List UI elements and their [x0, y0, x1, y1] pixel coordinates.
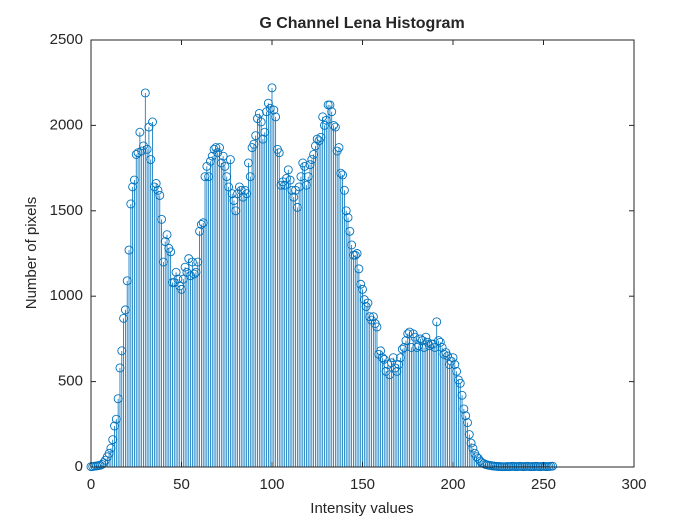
stem-marker: [468, 443, 478, 453]
stem-marker: [153, 185, 163, 195]
stem-marker: [336, 168, 346, 178]
stem-marker: [347, 240, 357, 250]
x-tick-label: 200: [440, 476, 465, 493]
stem-marker: [377, 353, 387, 363]
stem-marker: [388, 353, 398, 363]
y-tick-label: 0: [75, 458, 83, 475]
y-tick-label: 2500: [50, 31, 83, 48]
x-tick-label: 250: [531, 476, 556, 493]
stem-marker: [271, 112, 281, 122]
y-axis-label: Number of pixels: [23, 197, 40, 310]
stem-marker: [452, 366, 462, 376]
stem-marker: [140, 88, 150, 98]
stem-marker: [338, 170, 348, 180]
stem-marker: [343, 213, 353, 223]
stem-marker: [345, 226, 355, 236]
stem-marker: [350, 250, 360, 260]
stem-marker: [160, 237, 170, 246]
stem-marker: [330, 122, 340, 132]
stem-marker: [256, 117, 266, 127]
stem-marker: [410, 332, 420, 342]
stem-marker: [269, 105, 279, 115]
stem-marker: [434, 336, 443, 346]
stem-marker: [220, 161, 230, 171]
stem-marker: [274, 148, 284, 158]
stem-marker: [354, 264, 364, 274]
chart-title: G Channel Lena Histogram: [259, 15, 464, 32]
x-tick-label: 0: [87, 476, 95, 493]
stem-marker: [368, 312, 378, 322]
stem-marker: [325, 100, 335, 110]
stem-marker: [352, 249, 362, 258]
x-axis-label: Intensity values: [310, 500, 413, 517]
stem-marker: [135, 127, 145, 137]
y-tick-label: 1500: [50, 202, 83, 219]
stem-marker: [285, 175, 295, 185]
stem-marker: [142, 144, 152, 154]
stem-marker: [173, 274, 183, 284]
stem-marker: [450, 360, 460, 369]
stem-marker: [548, 461, 557, 471]
stem-marker: [339, 185, 349, 195]
x-tick-label: 100: [259, 476, 284, 493]
stem-marker: [463, 418, 472, 428]
stem-marker: [155, 190, 165, 200]
stem-marker: [267, 83, 277, 93]
stem-marker: [157, 214, 167, 224]
stem-marker: [363, 298, 373, 308]
x-tick-label: 300: [621, 476, 646, 493]
stem-marker: [329, 120, 338, 130]
stem-marker: [334, 143, 344, 153]
stem-marker: [148, 117, 157, 127]
stem-marker: [215, 143, 224, 153]
stem-marker: [403, 329, 413, 339]
stem-marker: [225, 155, 235, 165]
stem-marker: [466, 438, 476, 448]
stem-marker: [461, 411, 471, 421]
stem-marker: [459, 404, 469, 414]
stem-marker: [289, 192, 299, 202]
stem-marker: [415, 334, 425, 344]
stem-marker: [455, 378, 465, 388]
stem-marker: [432, 317, 442, 327]
stem-marker: [464, 430, 474, 439]
stem-marker: [457, 390, 467, 400]
stem-marker: [151, 179, 161, 188]
stem-marker: [327, 107, 337, 117]
stem-marker: [171, 267, 181, 277]
x-tick-label: 50: [173, 476, 190, 493]
stem-marker: [356, 279, 366, 289]
stem-marker: [254, 108, 264, 118]
y-tick-label: 1000: [50, 287, 83, 304]
y-tick-label: 500: [58, 373, 83, 390]
stem-marker: [283, 165, 293, 175]
stem-marker: [341, 206, 351, 216]
stem-marker: [376, 346, 386, 356]
stem-marker: [358, 284, 367, 294]
stem-marker: [421, 332, 431, 342]
stem-marker: [227, 189, 237, 199]
stem-marker: [448, 353, 458, 363]
y-tick-label: 2000: [50, 116, 83, 133]
stem-marker: [166, 247, 176, 257]
stem-marker: [372, 322, 382, 332]
stem-marker: [162, 230, 172, 240]
stem-marker: [435, 337, 445, 347]
x-tick-label: 150: [350, 476, 375, 493]
stem-marker: [224, 182, 234, 192]
stem-marker: [218, 151, 228, 161]
stem-marker: [187, 257, 197, 267]
stem-marker: [300, 161, 310, 171]
stem-marker: [146, 155, 156, 165]
